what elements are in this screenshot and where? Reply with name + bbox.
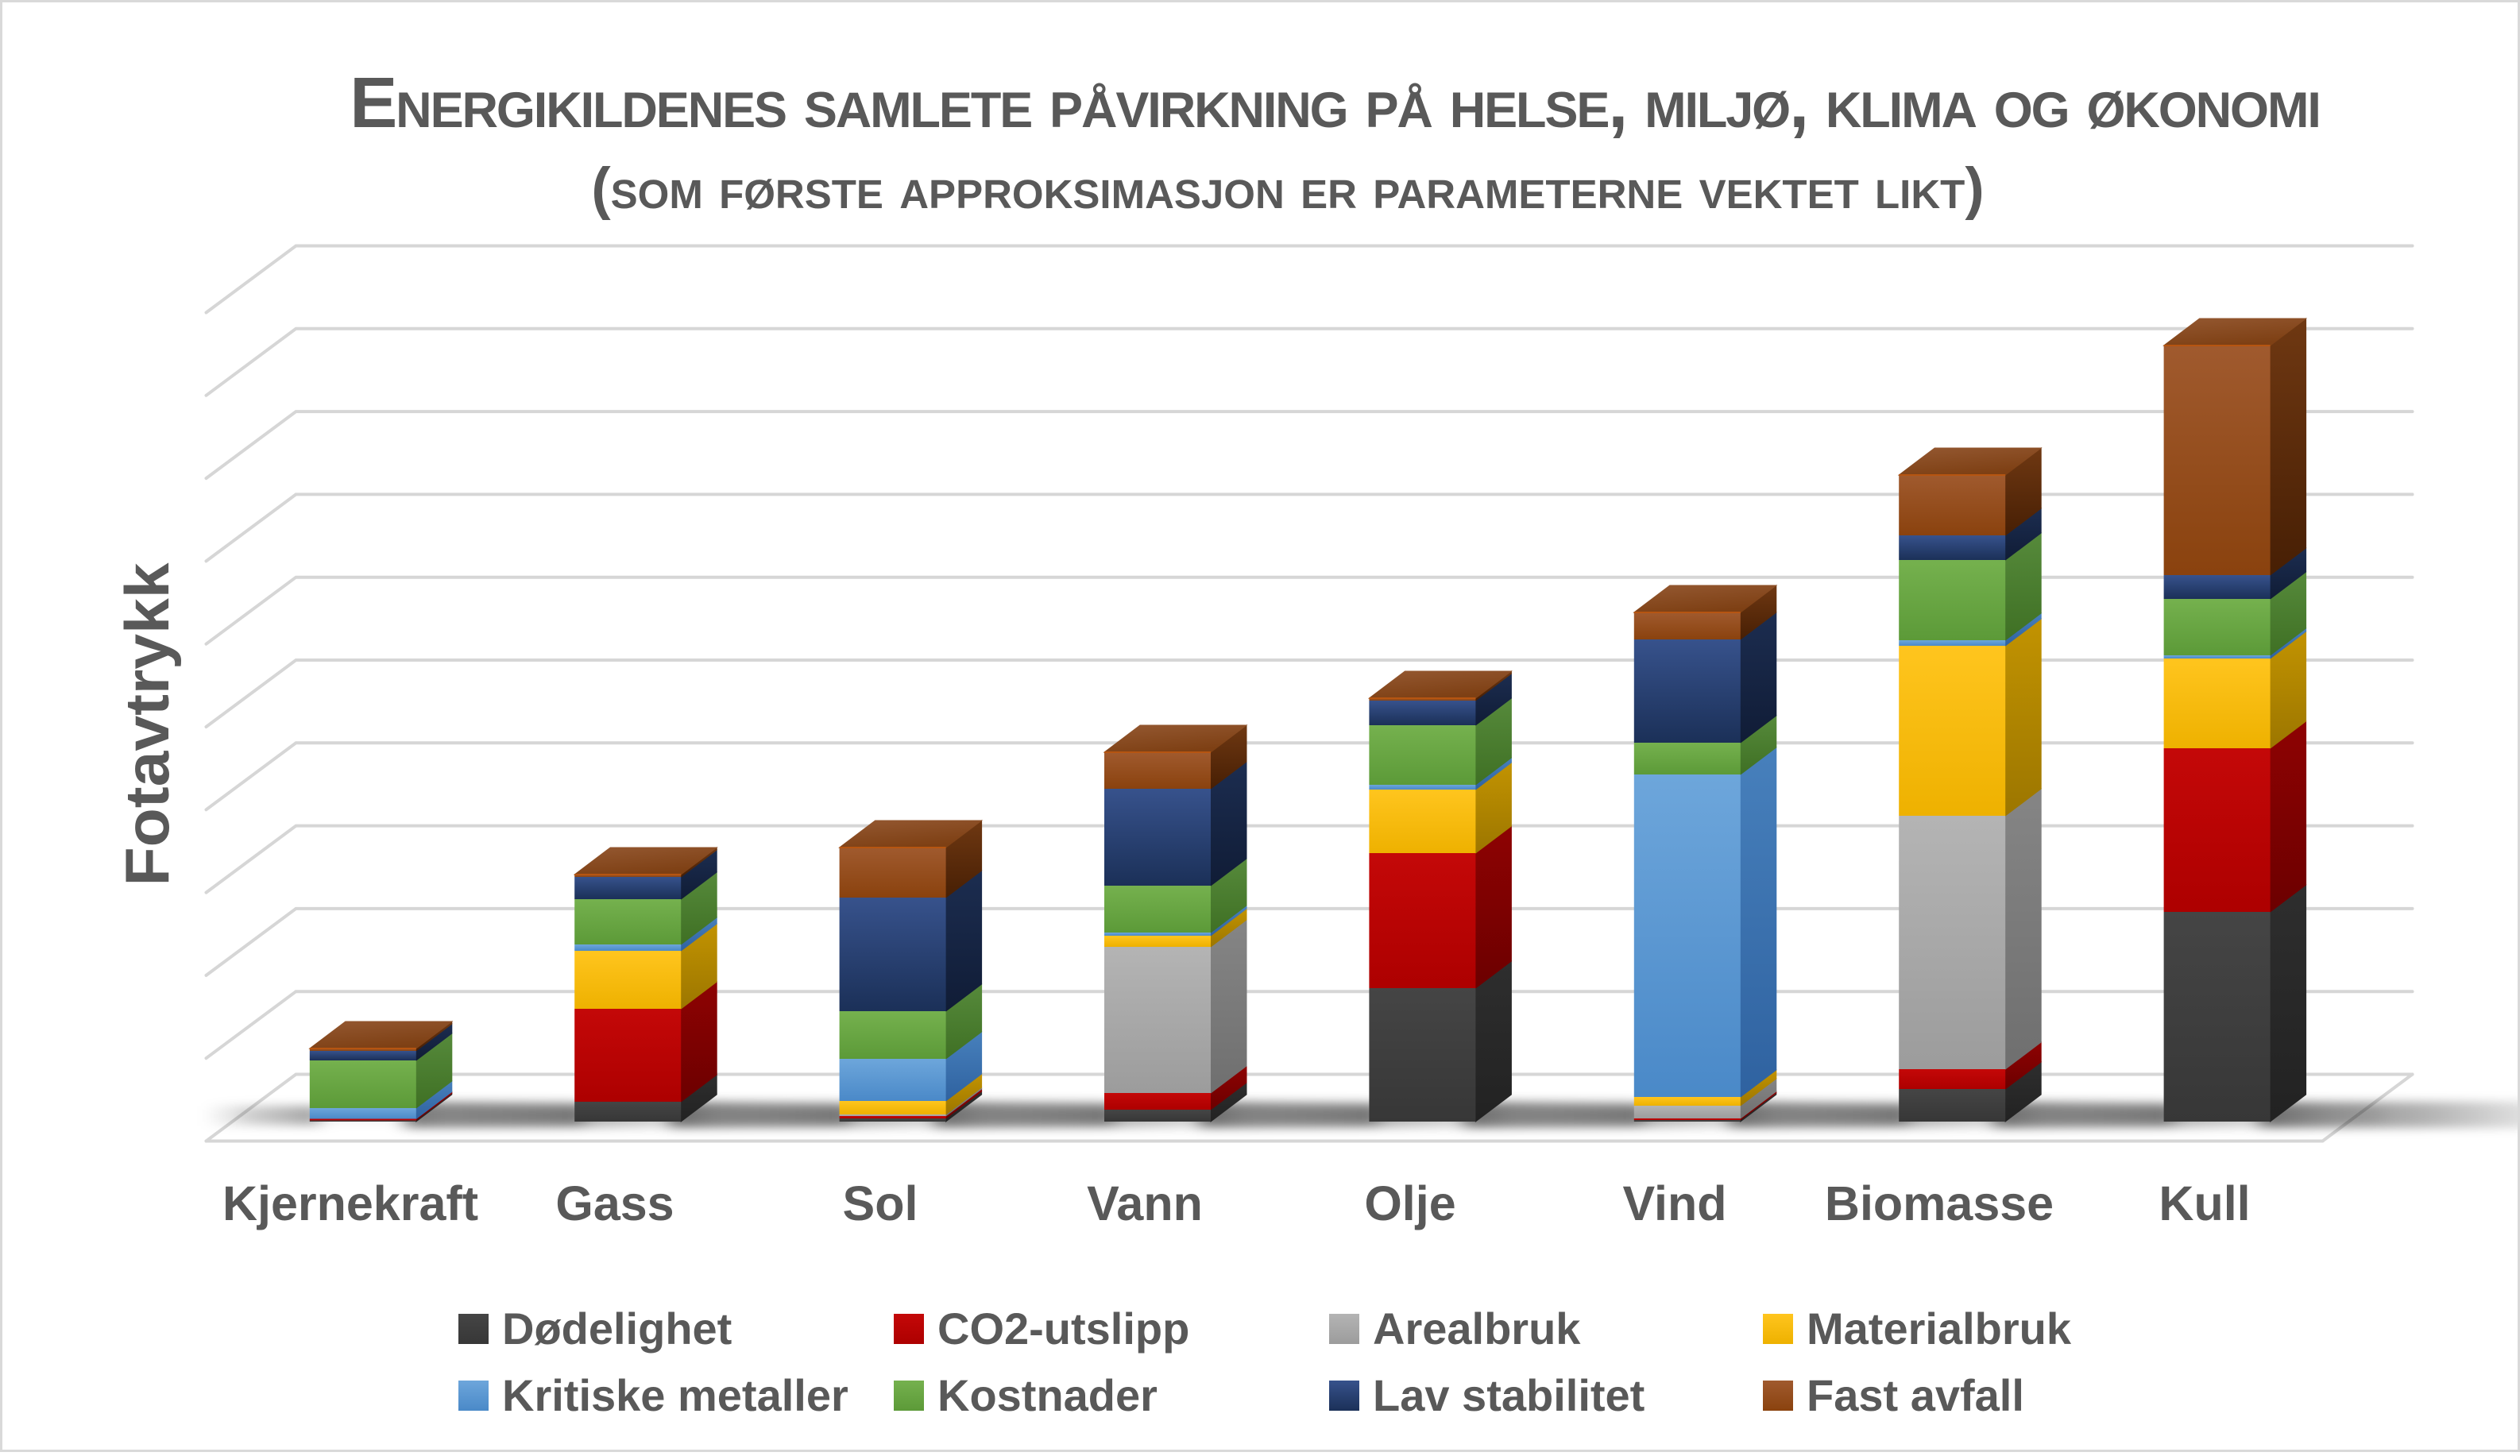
svg-text:Arealbruk: Arealbruk [1373,1303,1581,1354]
svg-text:Kull: Kull [2159,1176,2250,1230]
svg-text:Lav stabilitet: Lav stabilitet [1373,1370,1645,1420]
svg-text:Materialbruk: Materialbruk [1807,1303,2072,1354]
svg-text:Kjernekraft: Kjernekraft [222,1176,478,1230]
svg-text:Kritiske metaller: Kritiske metaller [502,1370,848,1420]
svg-text:Fotavtrykk: Fotavtrykk [112,562,182,886]
svg-text:Sol: Sol [843,1176,918,1230]
svg-text:Olje: Olje [1364,1176,1455,1230]
svg-text:Vann: Vann [1087,1176,1203,1230]
svg-text:Vind: Vind [1622,1176,1726,1230]
svg-text:Biomasse: Biomasse [1825,1176,2054,1230]
svg-text:CO2-utslipp: CO2-utslipp [937,1303,1189,1354]
svg-text:Dødelighet: Dødelighet [502,1303,732,1354]
svg-text:Energikildenes samlete påvirkn: Energikildenes samlete påvirkning på hel… [350,64,2320,143]
svg-text:Gass: Gass [555,1176,674,1230]
svg-text:Kostnader: Kostnader [937,1370,1158,1420]
svg-text:Fast avfall: Fast avfall [1807,1370,2024,1420]
svg-text:(som første approksimasjon er: (som første approksimasjon er parametern… [591,156,1984,221]
